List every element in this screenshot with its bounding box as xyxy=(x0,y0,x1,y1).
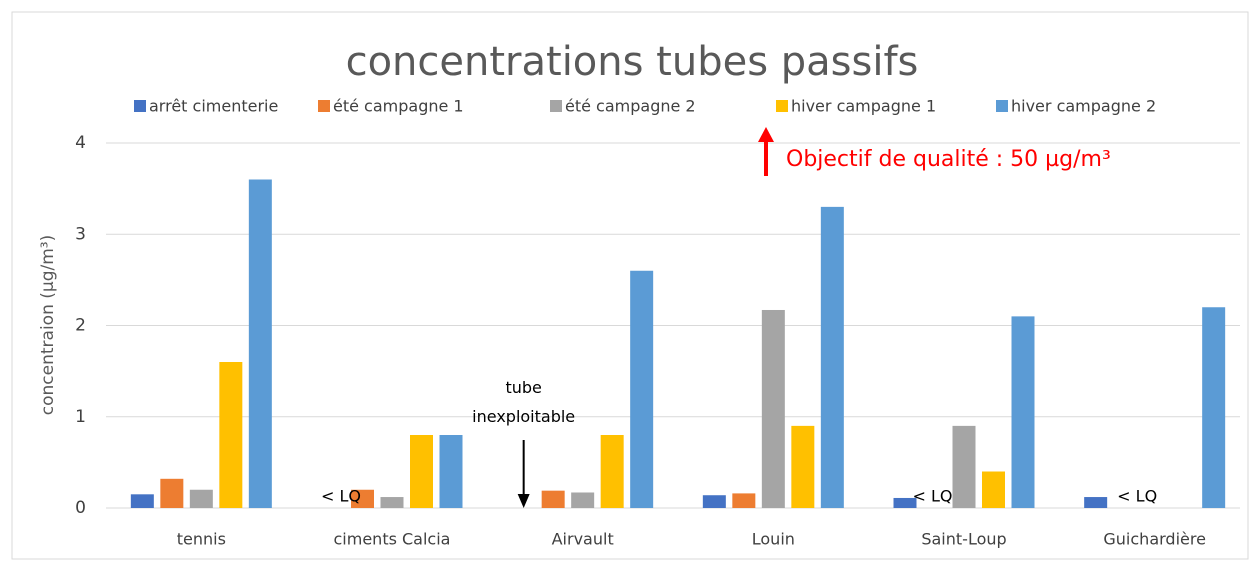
legend-swatch xyxy=(134,100,146,112)
x-tick-label: tennis xyxy=(177,530,226,549)
legend-swatch xyxy=(318,100,330,112)
bar xyxy=(982,471,1005,508)
y-tick-label: 0 xyxy=(75,498,86,518)
bar xyxy=(1011,316,1035,508)
chart-frame xyxy=(11,11,1249,560)
legend-swatch xyxy=(550,100,562,112)
annotation: < LQ xyxy=(913,487,953,506)
bar xyxy=(600,435,624,508)
annotation: < LQ xyxy=(1117,487,1157,506)
x-tick-label: Louin xyxy=(752,530,795,549)
legend-label: hiver campagne 2 xyxy=(1011,97,1156,116)
bar xyxy=(439,435,463,508)
y-tick-label: 2 xyxy=(75,316,86,336)
bar xyxy=(952,425,976,508)
x-tick-label: Guichardière xyxy=(1103,530,1206,549)
legend-label: arrêt cimenterie xyxy=(149,97,278,116)
legend-swatch xyxy=(776,100,788,112)
bar xyxy=(130,494,154,508)
chart-title: concentrations tubes passifs xyxy=(346,39,919,85)
bar xyxy=(1084,497,1108,508)
bar xyxy=(248,179,272,508)
bar xyxy=(630,270,654,508)
bar xyxy=(702,495,726,508)
annotation: Objectif de qualité : 50 µg/m³ xyxy=(786,147,1111,172)
bar xyxy=(541,490,565,508)
annotation-line: tube xyxy=(505,378,541,397)
bar xyxy=(1202,307,1226,508)
annotation-line: inexploitable xyxy=(472,407,575,426)
bar xyxy=(893,497,917,508)
bar xyxy=(820,206,844,508)
x-tick-label: Airvault xyxy=(552,530,614,549)
bar xyxy=(351,489,374,508)
y-tick-label: 3 xyxy=(75,224,86,244)
bar xyxy=(732,493,756,508)
bar xyxy=(380,497,404,508)
annotation: < LQ xyxy=(321,487,361,506)
x-tick-label: Saint-Loup xyxy=(921,530,1006,549)
bar xyxy=(571,492,595,508)
legend-label: été campagne 2 xyxy=(565,97,696,116)
bar xyxy=(410,435,433,508)
legend-swatch xyxy=(996,100,1008,112)
annotation-arrowhead xyxy=(517,494,530,508)
bar xyxy=(219,362,243,508)
annotation: tube inexploitable xyxy=(472,378,575,426)
x-tick-label: ciments Calcia xyxy=(334,530,451,549)
y-axis-label: concentraion (µg/m³) xyxy=(38,235,58,415)
y-tick-label: 4 xyxy=(75,133,86,153)
annotation-arrowhead xyxy=(758,127,774,142)
legend-label: été campagne 1 xyxy=(333,97,464,116)
bar xyxy=(160,478,184,508)
bar xyxy=(791,425,815,508)
y-tick-label: 1 xyxy=(75,407,86,427)
bar xyxy=(761,309,785,508)
bar xyxy=(189,489,213,508)
legend-label: hiver campagne 1 xyxy=(791,97,936,116)
